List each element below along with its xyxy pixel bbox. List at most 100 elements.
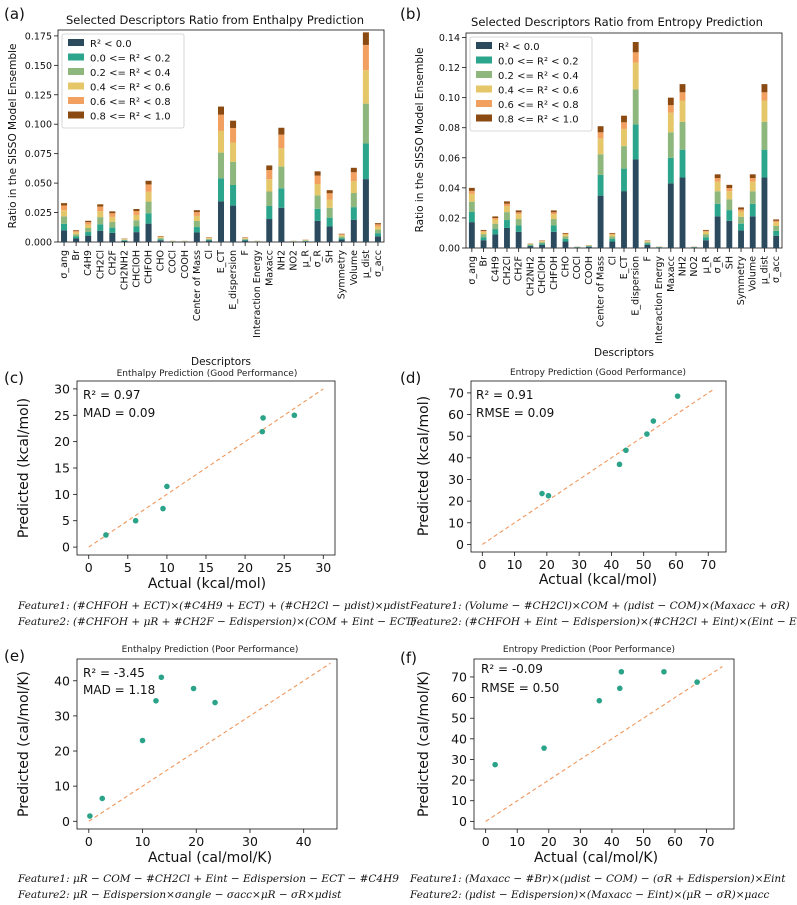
bar-segment: [73, 230, 80, 233]
category-label: Cl: [204, 250, 215, 259]
y-tick-label: 5: [62, 513, 70, 528]
y-tick-label: 30: [54, 381, 70, 396]
x-tick-label: 40: [603, 557, 619, 572]
x-tick-label: 50: [635, 834, 651, 849]
bar-segment: [217, 178, 225, 202]
bar-segment: [492, 216, 499, 219]
bar-segment: [480, 234, 487, 238]
bar-segment: [632, 52, 639, 63]
bar-segment: [621, 128, 627, 147]
identity-line: [481, 388, 716, 545]
legend-box: [61, 33, 185, 129]
bar-segment: [515, 231, 522, 248]
formula-d-feature1: Feature1: (Volume − #CH2Cl)×COM + (μdist…: [410, 600, 790, 612]
bar-segment: [302, 241, 309, 242]
bar-segment: [133, 214, 140, 221]
y-tick-label: 0.02: [439, 213, 460, 224]
data-point: [99, 795, 106, 802]
bar-segment: [468, 211, 475, 223]
bar-segment: [597, 154, 604, 175]
bar-segment: [193, 232, 200, 242]
bar-segment: [621, 115, 627, 123]
bar-segment: [738, 216, 744, 224]
category-label: F: [642, 256, 653, 261]
category-label: CH2Cl: [95, 250, 106, 279]
bar-segment: [109, 227, 116, 233]
r2-stat: R² = -0.09: [481, 662, 543, 676]
bar-segment: [480, 230, 487, 232]
y-tick-label: 20: [54, 434, 70, 449]
bar-segment: [585, 245, 592, 247]
category-label: σ_R: [713, 256, 724, 274]
bar-segment: [679, 149, 686, 178]
y-tick-label: 0.075: [25, 149, 52, 160]
bar-segment: [691, 247, 698, 248]
y-axis-label: Predicted (cal/mol/K): [16, 671, 32, 817]
bar-segment: [121, 240, 128, 242]
data-point: [291, 412, 298, 419]
x-tick-label: 40: [604, 834, 620, 849]
bar-segment: [85, 220, 92, 223]
bar-segment: [157, 240, 164, 242]
bar-segment: [362, 44, 369, 71]
bar-segment: [109, 211, 116, 214]
x-tick-label: 10: [135, 834, 151, 849]
data-point: [618, 668, 625, 675]
y-tick-label: 0.08: [439, 123, 460, 134]
bar-segment: [338, 239, 345, 242]
chart-title: Selected Descriptors Ratio from Entropy …: [471, 15, 763, 29]
bar-segment: [121, 239, 128, 240]
data-point: [661, 668, 667, 675]
bar-segment: [374, 236, 381, 242]
bar-segment: [97, 224, 104, 231]
bar-segment: [314, 208, 321, 221]
bar-segment: [468, 187, 475, 191]
x-tick-label: 10: [507, 557, 523, 572]
x-tick-label: 25: [276, 560, 292, 575]
identity-line: [88, 388, 324, 548]
y-axis-label: Ratio in the SISSO Model Ensemble: [7, 44, 19, 229]
bar-segment: [609, 234, 616, 237]
bar-segment: [726, 210, 733, 221]
bar-segment: [726, 184, 733, 189]
x-tick-label: 10: [159, 560, 175, 575]
bar-segment: [480, 237, 487, 241]
bar-segment: [230, 184, 237, 206]
bar-segment: [726, 199, 733, 211]
category-label: Maxacc: [264, 250, 275, 286]
bar-segment: [773, 235, 780, 248]
bar-segment: [703, 230, 709, 232]
data-point: [644, 431, 650, 437]
x-tick-label: 70: [700, 557, 716, 572]
category-label: Volume: [748, 256, 759, 291]
bar-segment: [679, 121, 686, 150]
bar-segment: [242, 238, 249, 239]
category-label: Interaction Energy: [252, 250, 263, 338]
bar-segment: [609, 236, 616, 239]
data-point: [260, 415, 266, 421]
bar-segment: [121, 239, 128, 241]
panel-label: (e): [4, 647, 25, 665]
x-tick-label: 20: [541, 834, 557, 849]
bar-segment: [350, 181, 357, 194]
bar-segment: [667, 105, 674, 113]
category-label: Interaction Energy: [654, 256, 665, 344]
category-label: Symmetry: [736, 256, 747, 306]
category-label: SH: [325, 250, 336, 263]
bar-segment: [726, 191, 733, 200]
bar-segment: [609, 232, 616, 234]
bar-segment: [326, 226, 333, 242]
category-label: CH2F: [107, 250, 118, 275]
bar-segment: [609, 238, 616, 242]
bar-segment: [504, 227, 510, 248]
bar-segment: [145, 184, 152, 192]
category-label: σ_acc: [373, 250, 384, 277]
y-tick-label: 60: [451, 690, 467, 705]
legend-label: 0.2 <= R² < 0.4: [90, 68, 171, 79]
bar-segment: [242, 237, 249, 239]
bar-segment: [145, 201, 152, 214]
bar-segment: [73, 234, 80, 237]
bar-segment: [362, 103, 369, 144]
bar-segment: [527, 246, 534, 248]
formula-d-feature2: Feature2: (#CHFOH + Eint − Edispersion)×…: [410, 616, 797, 628]
